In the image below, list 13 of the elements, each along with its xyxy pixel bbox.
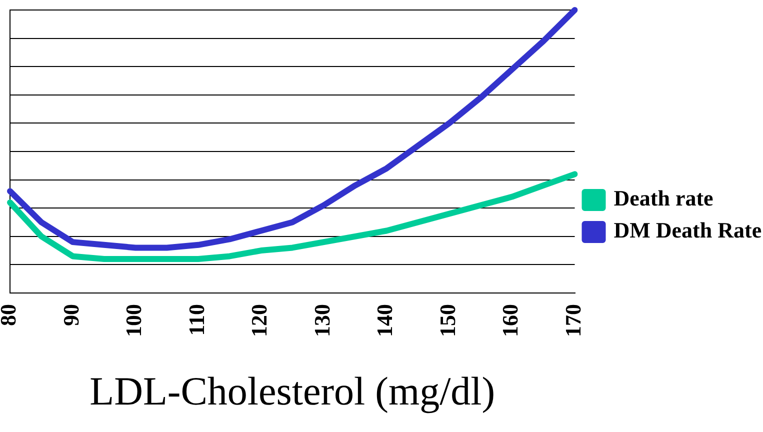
x-tick-label: 140 [372, 304, 398, 337]
legend-label: Death rate [614, 186, 714, 211]
x-tick-label: 170 [560, 304, 586, 337]
x-tick-label: 80 [0, 304, 21, 326]
x-tick-label: 130 [309, 304, 334, 337]
x-tick-label: 150 [434, 304, 460, 337]
x-tick-label: 90 [58, 304, 84, 326]
x-tick-label: 100 [121, 304, 146, 337]
x-tick-label: 160 [498, 304, 523, 337]
x-tick-label: 110 [184, 304, 209, 336]
x-axis-title: LDL-Cholesterol (mg/dl) [90, 368, 496, 414]
legend-label: DM Death Rate [614, 218, 762, 243]
x-tick-label: 120 [246, 304, 272, 337]
